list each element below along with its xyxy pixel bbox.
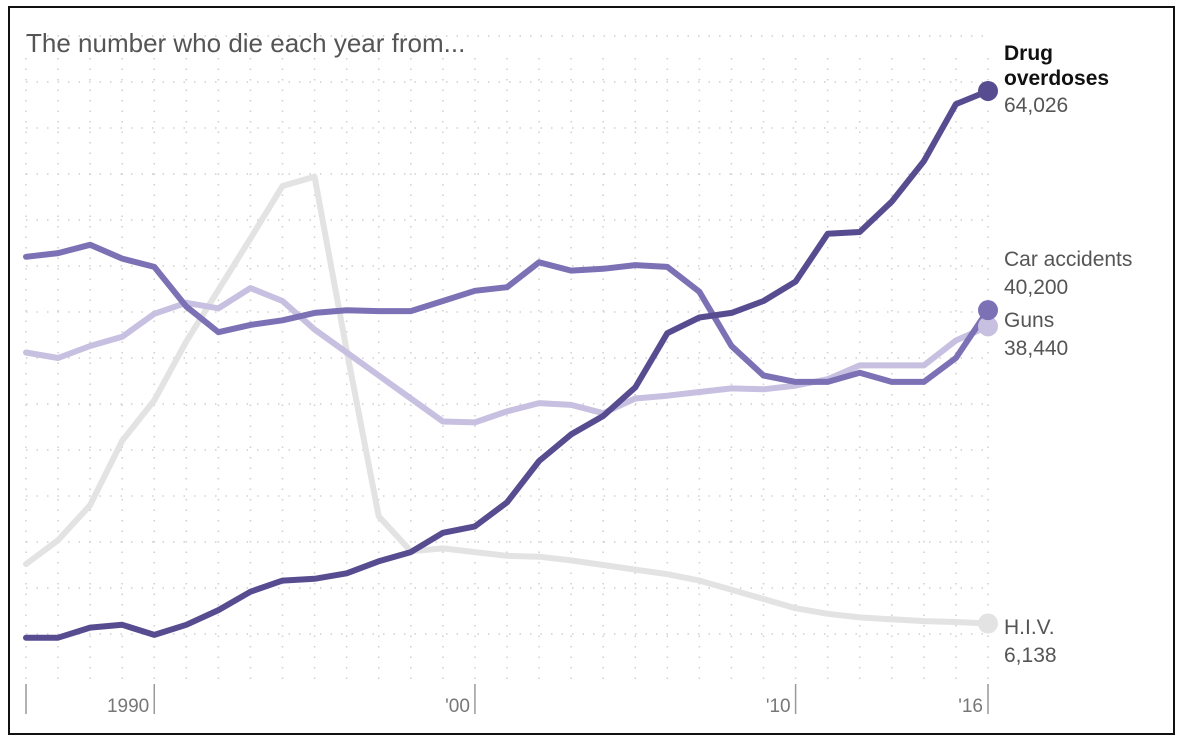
x-tick-label: '00	[445, 696, 470, 717]
x-axis: 1990 '00 '10 '16	[25, 684, 989, 717]
series-lines	[23, 88, 991, 641]
label-guns: Guns	[1004, 309, 1054, 332]
end-point-drug-overdoses	[978, 80, 998, 101]
x-tick-label: '16	[958, 696, 983, 717]
value-hiv: 6,138	[1004, 644, 1057, 667]
x-tick-label: 1990	[107, 696, 149, 717]
series-line-h-i-v	[23, 173, 991, 627]
value-car-accidents: 40,200	[1004, 276, 1068, 299]
series-line-car-accidents	[23, 241, 991, 385]
end-point-h-i-v	[978, 613, 998, 634]
label-drug-overdoses-line2: overdoses	[1004, 67, 1109, 90]
chart-frame	[8, 6, 1175, 735]
value-drug-overdoses: 64,026	[1004, 94, 1068, 117]
value-guns: 38,440	[1004, 337, 1068, 360]
grid	[25, 35, 989, 680]
end-point-car-accidents	[978, 300, 998, 321]
label-hiv: H.I.V.	[1004, 616, 1055, 639]
end-point-guns	[978, 316, 998, 337]
label-car-accidents: Car accidents	[1004, 248, 1132, 271]
chart-title: The number who die each year from...	[26, 28, 465, 58]
label-drug-overdoses-line1: Drug	[1004, 42, 1053, 65]
end-markers	[978, 80, 998, 634]
x-tick-label: '10	[766, 696, 791, 717]
series-line-drug-overdoses	[23, 88, 991, 641]
series-line-guns	[23, 285, 991, 426]
